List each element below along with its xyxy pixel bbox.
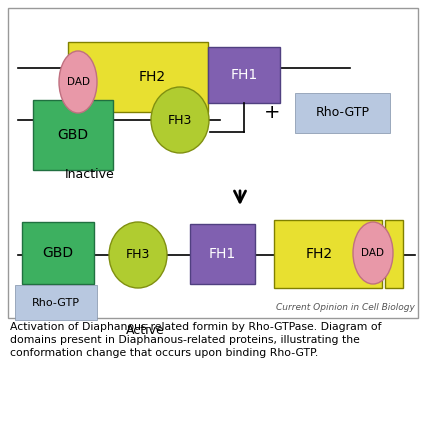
Text: GBD: GBD bbox=[43, 246, 74, 260]
Bar bbox=[68, 42, 208, 112]
Bar bbox=[15, 285, 97, 320]
Text: Active: Active bbox=[126, 323, 164, 336]
Text: DAD: DAD bbox=[362, 248, 385, 258]
Text: domains present in Diaphanous-related proteins, illustrating the: domains present in Diaphanous-related pr… bbox=[10, 335, 360, 345]
Text: GBD: GBD bbox=[58, 128, 89, 142]
Text: Activation of Diaphanous-related formin by Rho-GTPase. Diagram of: Activation of Diaphanous-related formin … bbox=[10, 322, 382, 332]
Bar bbox=[208, 47, 280, 103]
Bar bbox=[385, 220, 403, 288]
Text: FH2: FH2 bbox=[306, 247, 333, 261]
Text: Inactive: Inactive bbox=[65, 168, 115, 181]
Ellipse shape bbox=[109, 222, 167, 288]
Bar bbox=[190, 224, 255, 284]
Text: Rho-GTP: Rho-GTP bbox=[316, 107, 369, 120]
Text: FH1: FH1 bbox=[230, 68, 258, 82]
Text: Current Opinion in Cell Biology: Current Opinion in Cell Biology bbox=[276, 304, 415, 313]
Text: DAD: DAD bbox=[66, 77, 89, 87]
Bar bbox=[295, 93, 390, 133]
Bar bbox=[22, 222, 94, 284]
Bar bbox=[8, 8, 418, 318]
Text: Rho-GTP: Rho-GTP bbox=[32, 297, 80, 307]
Ellipse shape bbox=[353, 222, 393, 284]
Text: FH3: FH3 bbox=[168, 113, 192, 126]
Text: +: + bbox=[264, 103, 280, 123]
Text: FH2: FH2 bbox=[138, 70, 166, 84]
Text: conformation change that occurs upon binding Rho-GTP.: conformation change that occurs upon bin… bbox=[10, 348, 318, 358]
Ellipse shape bbox=[59, 51, 97, 113]
Text: FH1: FH1 bbox=[209, 247, 236, 261]
Bar bbox=[33, 100, 113, 170]
Ellipse shape bbox=[151, 87, 209, 153]
Text: FH3: FH3 bbox=[126, 249, 150, 262]
Bar bbox=[274, 220, 382, 288]
